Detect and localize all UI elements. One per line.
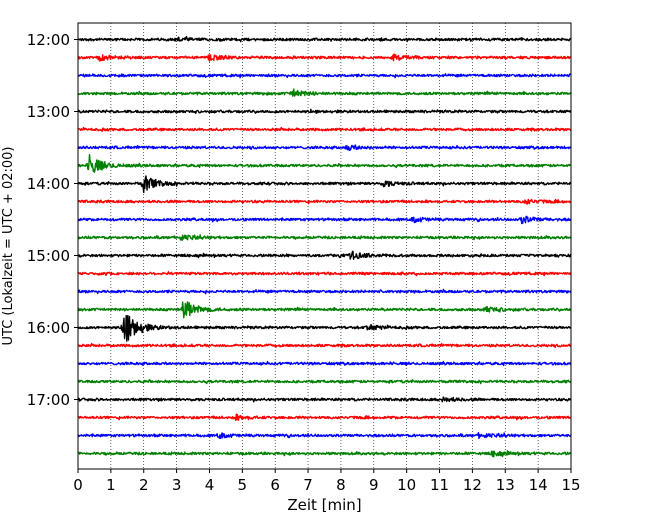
trace-line (77, 288, 572, 295)
trace-line (77, 250, 572, 260)
x-tick-label: 15 (561, 476, 580, 494)
x-tick-label: 12 (463, 476, 482, 494)
trace-line (77, 73, 572, 79)
trace-line (77, 379, 572, 385)
x-tick-label: 0 (73, 476, 83, 494)
trace-line (77, 126, 572, 133)
trace-line (77, 153, 572, 173)
x-tick-label: 1 (106, 476, 116, 494)
trace-line (77, 234, 572, 242)
trace-line (77, 35, 572, 43)
trace-line (77, 450, 572, 458)
x-tick-label: 11 (430, 476, 449, 494)
trace-group (77, 35, 572, 458)
x-tick-label: 2 (139, 476, 149, 494)
trace-line (77, 144, 572, 152)
x-tick-label: 5 (238, 476, 248, 494)
y-tick-label: 14:00 (27, 175, 70, 193)
x-tick-label: 13 (496, 476, 515, 494)
trace-line (77, 396, 572, 403)
trace-line (77, 88, 572, 97)
y-tick-label: 12:00 (27, 31, 70, 49)
trace-line (77, 360, 572, 367)
trace-line (77, 342, 572, 349)
x-tick-label: 14 (529, 476, 548, 494)
x-tick-label: 3 (172, 476, 182, 494)
trace-line (77, 198, 572, 205)
trace-line (77, 108, 572, 115)
plot-frame (77, 22, 572, 470)
y-tick-label: 15:00 (27, 247, 70, 265)
y-axis-label: UTC (Lokalzeit = UTC + 02:00) (1, 147, 16, 346)
x-tick-label: 8 (336, 476, 346, 494)
trace-line (77, 53, 572, 62)
x-tick-label: 9 (369, 476, 379, 494)
trace-line (77, 314, 572, 342)
y-axis-ticks: 12:00 13:00 14:00 15:00 16:00 17:00 (27, 31, 78, 409)
trace-line (77, 215, 572, 225)
x-axis-label: Zeit [min] (287, 496, 361, 514)
trace-line (77, 413, 572, 421)
trace-line (77, 175, 572, 194)
x-tick-label: 4 (205, 476, 215, 494)
x-tick-label: 6 (270, 476, 280, 494)
y-tick-label: 17:00 (27, 391, 70, 409)
x-tick-label: 10 (397, 476, 416, 494)
trace-line (77, 301, 572, 319)
trace-line (77, 431, 572, 440)
y-tick-label: 13:00 (27, 103, 70, 121)
trace-line (77, 271, 572, 277)
x-tick-label: 7 (303, 476, 313, 494)
y-tick-label: 16:00 (27, 319, 70, 337)
vertical-grid (110, 23, 539, 469)
x-axis-ticks: 0 1 2 3 4 5 6 7 8 9 10 11 12 13 14 15 (73, 469, 581, 494)
